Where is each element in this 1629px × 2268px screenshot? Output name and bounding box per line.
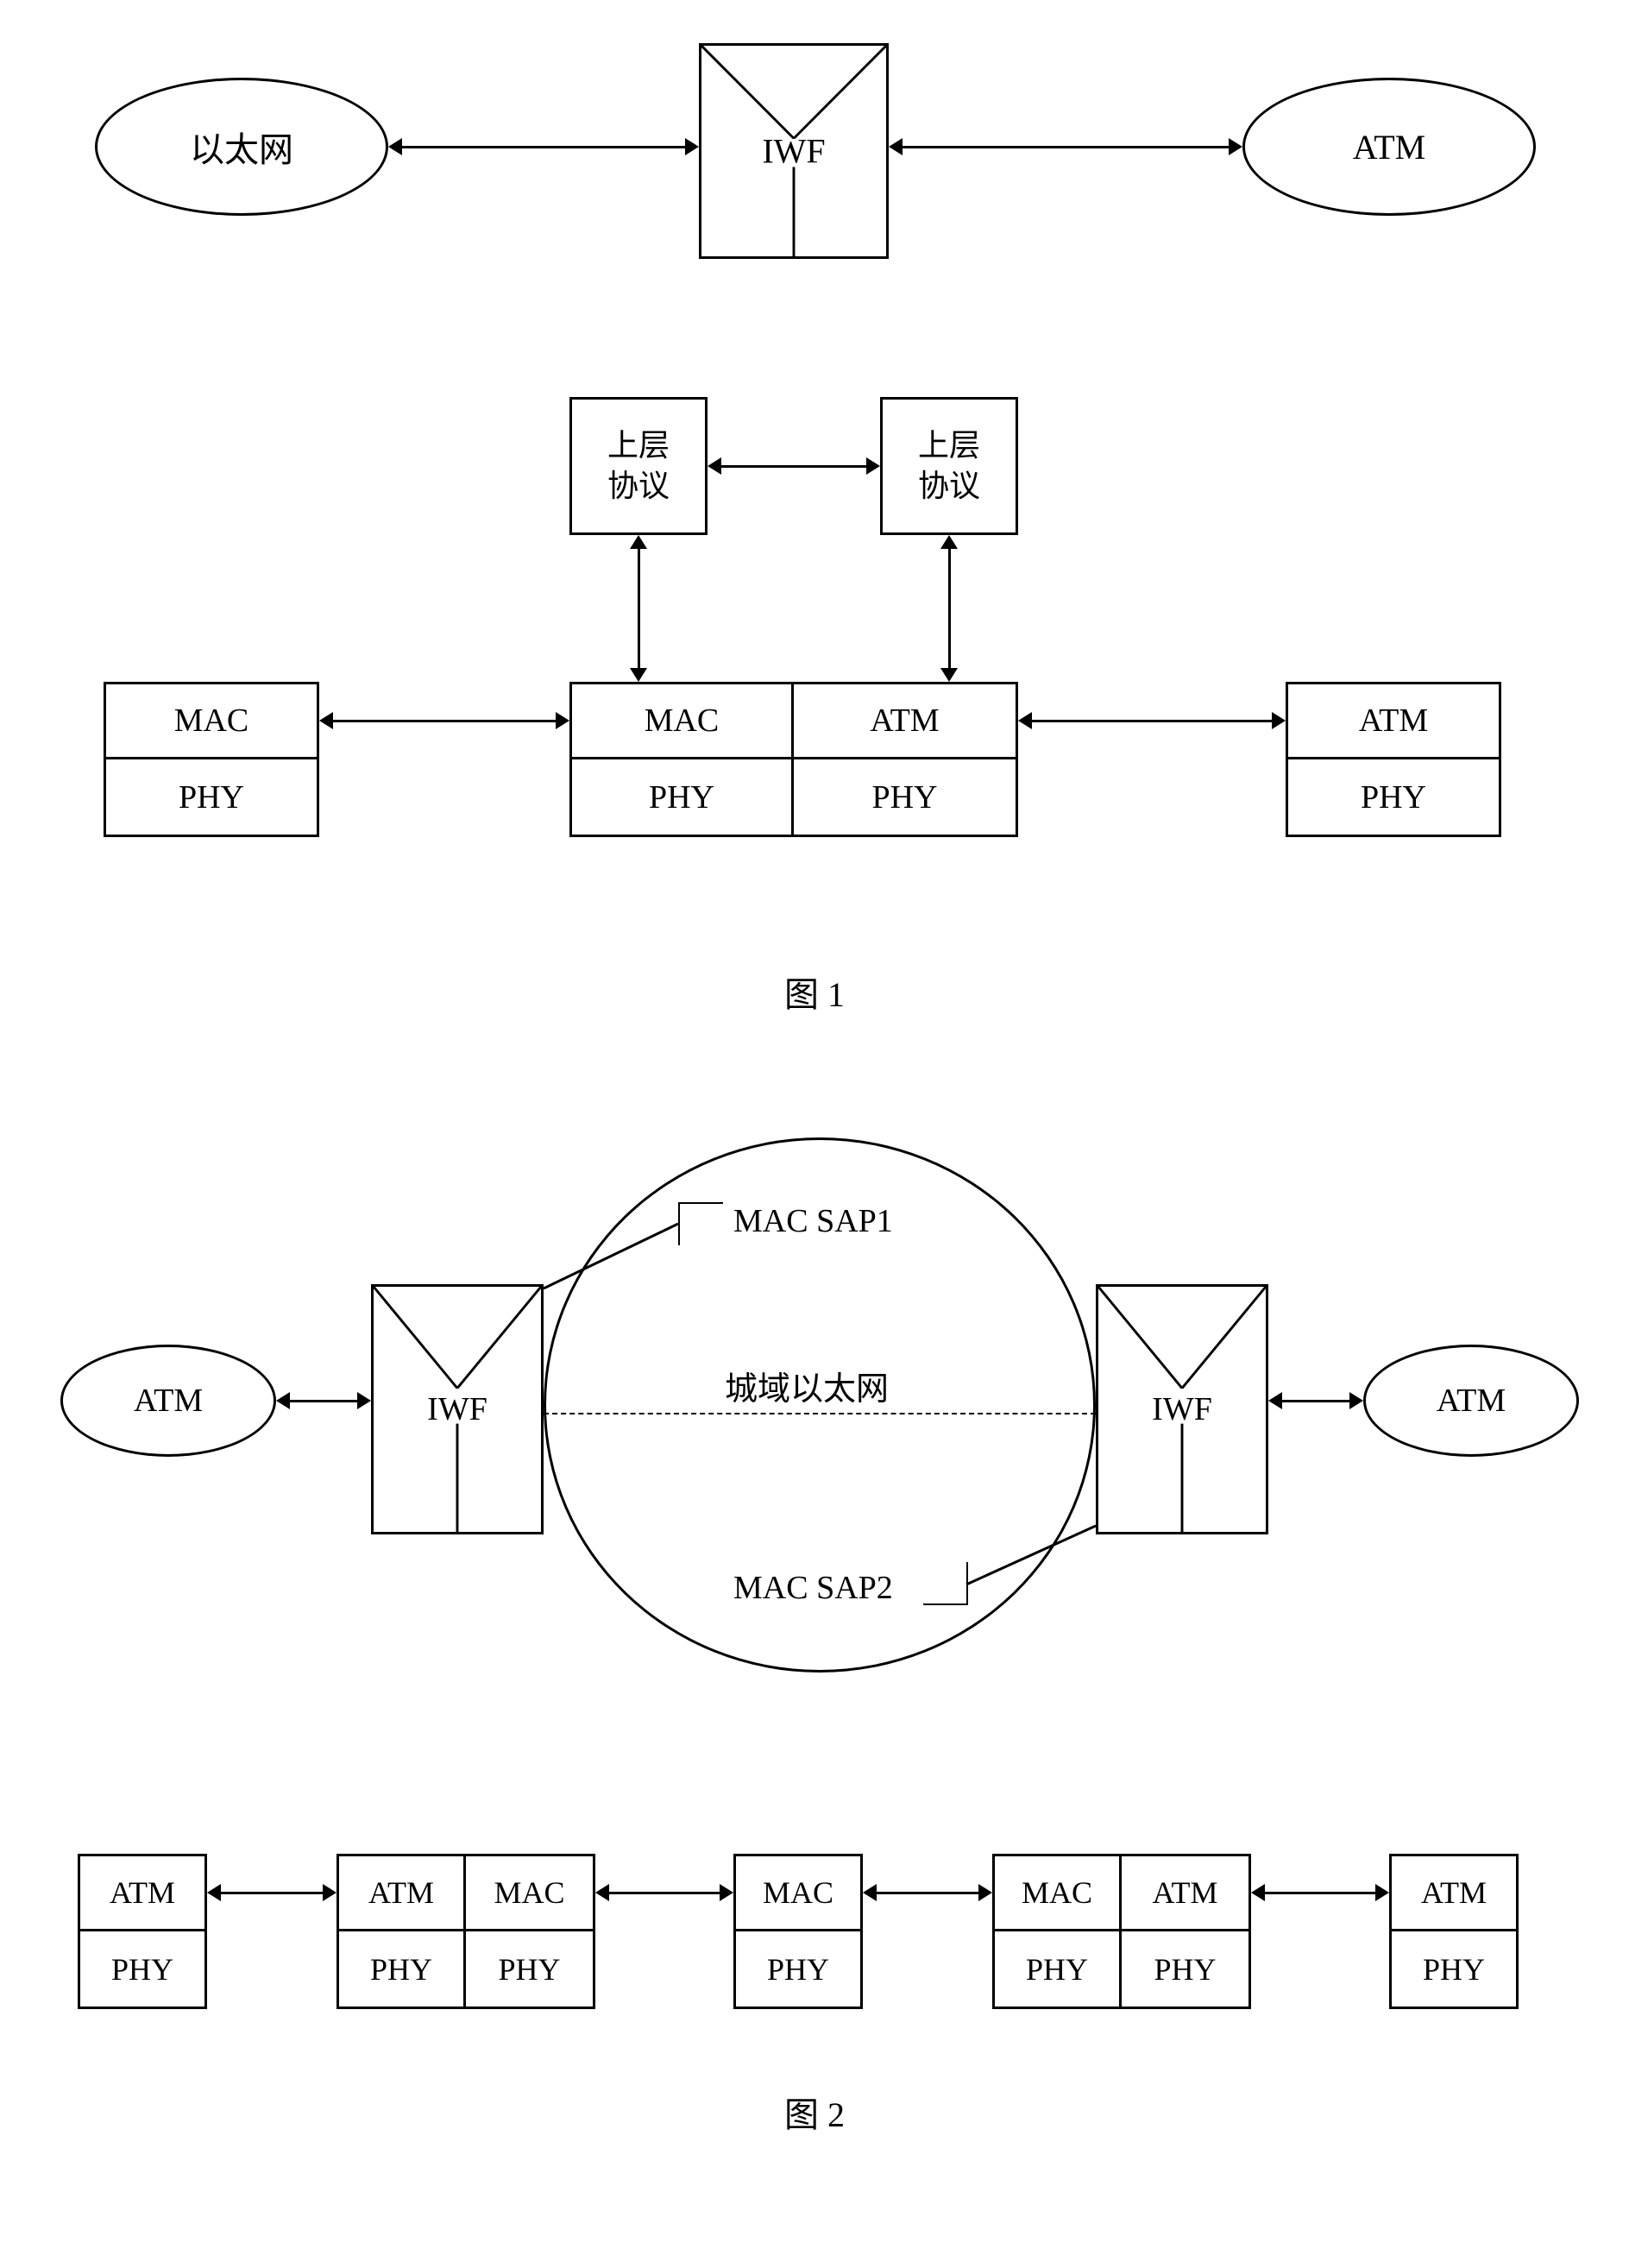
arrowhead-icon bbox=[556, 712, 569, 729]
upper-protocol-right-label: 上层 协议 bbox=[918, 425, 980, 507]
figure-2-caption: 图 2 bbox=[17, 2087, 1612, 2137]
arrow-line bbox=[400, 146, 687, 148]
iwf-left-box: IWF bbox=[371, 1284, 544, 1534]
iwf-right-label: IWF bbox=[1152, 1390, 1212, 1428]
f2-s5: ATM PHY bbox=[1389, 1854, 1519, 2009]
right-stack-bottom: PHY bbox=[1361, 778, 1426, 816]
center-stack-r0c0: MAC bbox=[645, 702, 720, 740]
center-stack-r1c1: PHY bbox=[871, 778, 937, 816]
f2-s5-top: ATM bbox=[1421, 1874, 1487, 1911]
f2-s1: ATM PHY bbox=[78, 1854, 207, 2009]
arrowhead-icon bbox=[388, 138, 402, 155]
right-stack: ATM PHY bbox=[1286, 682, 1501, 837]
f2-s3-top: MAC bbox=[763, 1874, 833, 1911]
arrowhead-icon bbox=[1018, 712, 1032, 729]
arrowhead-icon bbox=[866, 457, 880, 475]
arrowhead-icon bbox=[889, 138, 903, 155]
f2-s2-r1c1: PHY bbox=[498, 1951, 560, 1988]
arrowhead-icon bbox=[863, 1884, 877, 1901]
iwf-right-box: IWF bbox=[1096, 1284, 1268, 1534]
arrowhead-icon bbox=[940, 668, 958, 682]
metro-ethernet-label: 城域以太网 bbox=[725, 1362, 889, 1409]
arrow-line bbox=[219, 1892, 324, 1894]
f2-s1-top: ATM bbox=[110, 1874, 175, 1911]
arrowhead-icon bbox=[1349, 1392, 1363, 1409]
arrowhead-icon bbox=[323, 1884, 336, 1901]
f2-s3-bot: PHY bbox=[767, 1951, 829, 1988]
center-stack-r1c0: PHY bbox=[649, 778, 714, 816]
figure-2: 城域以太网 ATM IWF IWF ATM MAC SAP1 MAC SAP2 bbox=[17, 1103, 1629, 2070]
arrow-line bbox=[607, 1892, 721, 1894]
f2-s4-r0c1: ATM bbox=[1152, 1874, 1217, 1911]
figure-1: 以太网 IWF ATM 上层 协议 上层 协议 MAC PHY MAC ATM … bbox=[17, 35, 1629, 949]
iwf-label: IWF bbox=[762, 131, 825, 172]
arrowhead-icon bbox=[595, 1884, 609, 1901]
arrow-line bbox=[901, 146, 1230, 148]
f2-s3: MAC PHY bbox=[733, 1854, 863, 2009]
arrow-line bbox=[638, 547, 640, 670]
mac-sap2-bracket bbox=[923, 1562, 968, 1605]
f2-s4-r0c0: MAC bbox=[1022, 1874, 1092, 1911]
f2-s4-r1c0: PHY bbox=[1026, 1951, 1088, 1988]
left-stack-top: MAC bbox=[174, 702, 249, 740]
f2-s2: ATM MAC PHY PHY bbox=[336, 1854, 595, 2009]
left-stack-bottom: PHY bbox=[179, 778, 244, 816]
arrow-line bbox=[720, 465, 868, 468]
arrowhead-icon bbox=[978, 1884, 992, 1901]
upper-protocol-left-label: 上层 协议 bbox=[607, 425, 670, 507]
arrowhead-icon bbox=[720, 1884, 733, 1901]
ethernet-ellipse: 以太网 bbox=[95, 78, 388, 216]
arrow-line bbox=[288, 1400, 359, 1402]
atm-ellipse: ATM bbox=[1242, 78, 1536, 216]
atm-right-label: ATM bbox=[1437, 1382, 1506, 1420]
metro-dash-line bbox=[544, 1413, 1096, 1414]
f2-s2-r1c0: PHY bbox=[370, 1951, 432, 1988]
arrowhead-icon bbox=[1268, 1392, 1282, 1409]
f2-s4: MAC ATM PHY PHY bbox=[992, 1854, 1251, 2009]
arrowhead-icon bbox=[630, 535, 647, 549]
arrowhead-icon bbox=[708, 457, 721, 475]
center-stack: MAC ATM PHY PHY bbox=[569, 682, 1018, 837]
atm-left-ellipse: ATM bbox=[60, 1345, 276, 1457]
arrowhead-icon bbox=[1251, 1884, 1265, 1901]
arrowhead-icon bbox=[276, 1392, 290, 1409]
arrowhead-icon bbox=[630, 668, 647, 682]
center-stack-r0c1: ATM bbox=[870, 702, 939, 740]
atm-right-ellipse: ATM bbox=[1363, 1345, 1579, 1457]
arrowhead-icon bbox=[319, 712, 333, 729]
right-stack-top: ATM bbox=[1359, 702, 1428, 740]
arrowhead-icon bbox=[1272, 712, 1286, 729]
iwf-left-label: IWF bbox=[427, 1390, 487, 1428]
left-stack: MAC PHY bbox=[104, 682, 319, 837]
arrowhead-icon bbox=[1229, 138, 1242, 155]
arrow-line bbox=[948, 547, 951, 670]
arrow-line bbox=[1030, 720, 1274, 722]
atm-label: ATM bbox=[1353, 127, 1425, 167]
f2-s5-bot: PHY bbox=[1423, 1951, 1485, 1988]
arrow-line bbox=[875, 1892, 980, 1894]
arrow-line bbox=[331, 720, 557, 722]
mac-sap2-label: MAC SAP2 bbox=[733, 1569, 893, 1607]
figure-1-caption: 图 1 bbox=[17, 967, 1612, 1017]
arrowhead-icon bbox=[685, 138, 699, 155]
upper-protocol-left: 上层 协议 bbox=[569, 397, 708, 535]
f2-s2-r0c0: ATM bbox=[368, 1874, 434, 1911]
upper-protocol-right: 上层 协议 bbox=[880, 397, 1018, 535]
f2-s1-bot: PHY bbox=[111, 1951, 173, 1988]
mac-sap1-bracket bbox=[678, 1202, 723, 1245]
arrow-line bbox=[1263, 1892, 1377, 1894]
arrowhead-icon bbox=[357, 1392, 371, 1409]
ethernet-label: 以太网 bbox=[190, 122, 293, 172]
atm-left-label: ATM bbox=[134, 1382, 203, 1420]
arrowhead-icon bbox=[207, 1884, 221, 1901]
f2-s4-r1c1: PHY bbox=[1154, 1951, 1216, 1988]
arrow-line bbox=[1280, 1400, 1351, 1402]
arrowhead-icon bbox=[940, 535, 958, 549]
iwf-box: IWF bbox=[699, 43, 889, 259]
mac-sap1-label: MAC SAP1 bbox=[733, 1202, 893, 1240]
f2-s2-r0c1: MAC bbox=[494, 1874, 564, 1911]
arrowhead-icon bbox=[1375, 1884, 1389, 1901]
